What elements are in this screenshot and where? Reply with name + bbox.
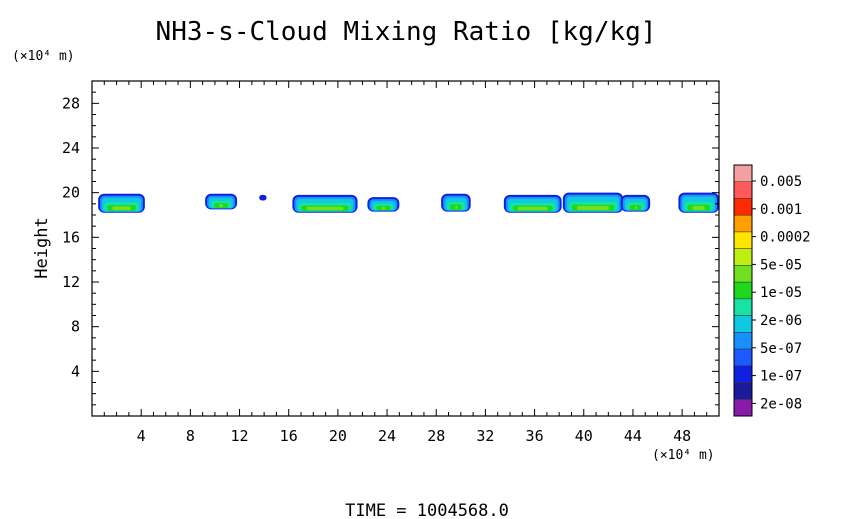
cloud-band-core	[112, 206, 131, 211]
plot-frame	[91, 80, 720, 417]
x-tick-label: 48	[673, 427, 691, 445]
x-tick-label: 16	[280, 427, 298, 445]
x-tick-label: 12	[230, 427, 248, 445]
y-tick-label: 16	[62, 228, 80, 246]
cloud-band-core	[381, 206, 386, 210]
axis-ticks	[92, 81, 719, 416]
colorbar: 0.005 0.001 0.0002 5e-05 1e-05 2e-06 5e-07 1e-0…	[733, 164, 811, 417]
x-tick-label: 24	[378, 427, 396, 445]
colorbar-label: 1e-07	[760, 369, 802, 385]
cloud-band-core	[219, 204, 224, 208]
colorbar-label: 2e-06	[760, 313, 802, 329]
x-tick-label: 40	[575, 427, 593, 445]
y-tick-label: 12	[62, 273, 80, 291]
colorbar-swatch	[733, 198, 753, 216]
y-tick-labels: 4 8 12 16 20 24 28	[62, 94, 80, 380]
colorbar-swatch	[733, 265, 753, 283]
colorbar-label: 0.005	[760, 174, 802, 190]
cloud-band-core	[306, 206, 344, 211]
cloud-patch	[503, 194, 562, 213]
x-tick-labels: 4 8 12 16 20 24 28 32 36 40 44 48	[137, 427, 691, 445]
chart-title: NH3-s-Cloud Mixing Ratio [kg/kg]	[156, 17, 657, 47]
colorbar-swatch	[733, 164, 753, 182]
x-tick-label: 28	[427, 427, 445, 445]
x-tick-label: 36	[526, 427, 544, 445]
colorbar-label: 2e-08	[760, 396, 802, 412]
cloud-patch	[367, 197, 400, 212]
x-tick-label: 4	[137, 427, 146, 445]
colorbar-swatch	[733, 365, 753, 383]
colorbar-swatch	[733, 315, 753, 333]
colorbar-swatch	[733, 214, 753, 233]
x-tick-label: 8	[186, 427, 195, 445]
x-tick-label: 44	[624, 427, 642, 445]
y-tick-label: 20	[62, 184, 80, 202]
colorbar-swatch	[733, 181, 753, 199]
colorbar-label: 5e-07	[760, 341, 802, 357]
y-tick-label: 24	[62, 139, 80, 157]
cloud-patch	[620, 194, 651, 212]
y-axis-label: Height	[32, 217, 52, 278]
colorbar-swatch	[733, 399, 753, 417]
colorbar-swatch	[733, 231, 753, 249]
y-unit-label: (×10⁴ m)	[12, 49, 75, 64]
cloud-patch	[98, 193, 145, 213]
colorbar-swatch	[733, 332, 753, 350]
cloud-patch	[205, 193, 238, 210]
colorbar-swatch	[733, 298, 753, 316]
y-tick-label: 28	[62, 94, 80, 112]
x-tick-label: 32	[476, 427, 494, 445]
cloud-band-core	[517, 206, 548, 211]
cloud-patch	[678, 192, 719, 213]
cloud-layer	[98, 192, 719, 213]
cloud-band-core	[692, 205, 705, 210]
cloud-band-core	[455, 205, 458, 210]
cloud-patch	[292, 194, 358, 213]
y-tick-label: 4	[71, 362, 80, 380]
cloud-patch	[259, 194, 267, 201]
time-footer: TIME = 1004568.0	[345, 501, 509, 519]
colorbar-frame	[733, 164, 753, 417]
colorbar-swatch	[733, 248, 753, 266]
x-unit-label: (×10⁴ m)	[652, 448, 715, 463]
x-tick-label: 20	[329, 427, 347, 445]
colorbar-label: 0.0002	[760, 230, 811, 246]
cloud-patch	[562, 192, 624, 213]
colorbar-label: 5e-05	[760, 257, 802, 273]
cloud-band-edge	[259, 194, 267, 201]
colorbar-label: 0.001	[760, 202, 802, 218]
cloud-band-core	[576, 205, 610, 210]
colorbar-swatch	[733, 348, 753, 367]
cloud-band-core	[634, 205, 637, 210]
colorbar-swatch	[733, 281, 753, 300]
cloud-patch	[441, 193, 471, 212]
y-tick-label: 8	[71, 318, 80, 336]
colorbar-label: 1e-05	[760, 285, 802, 301]
colorbar-swatch	[733, 382, 753, 400]
